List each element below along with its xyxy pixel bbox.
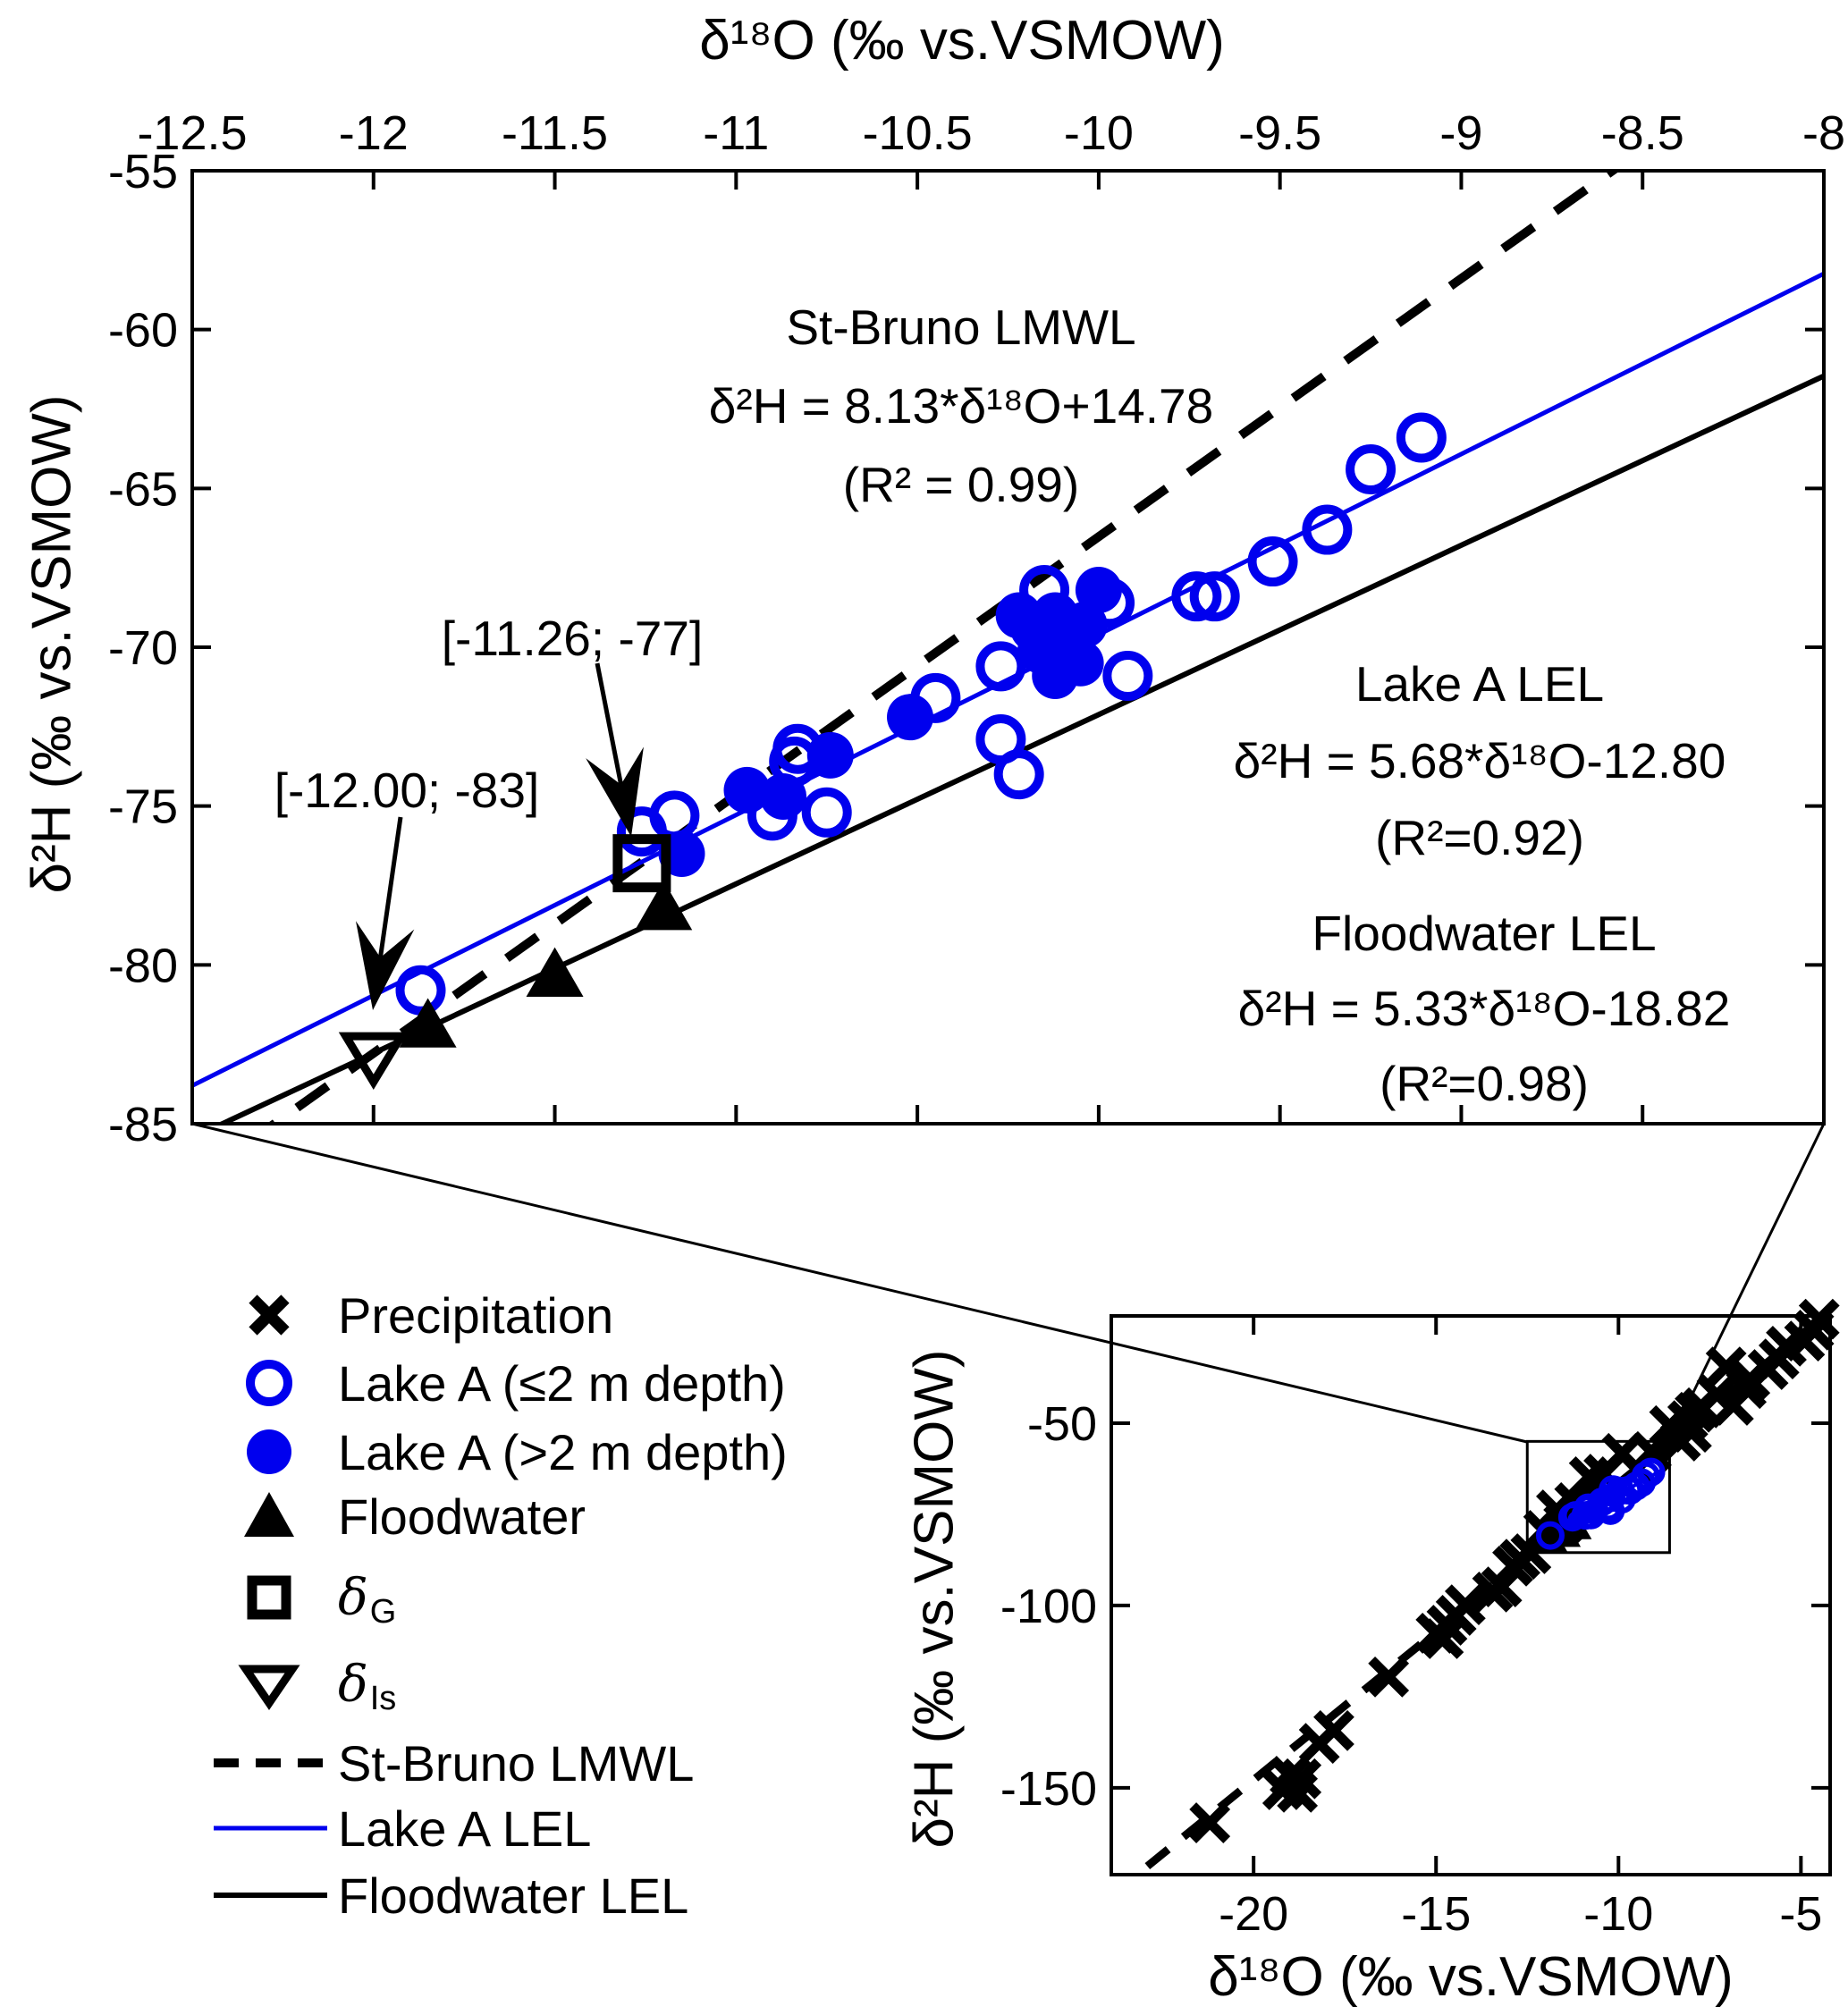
legend-label-subscript: Is [369,1679,397,1717]
main-y-axis-title: δ²H (‰ vs.VSMOW) [21,394,83,894]
main-y-tick-label: -60 [108,304,178,358]
inset-y-tick-label: -100 [1000,1580,1097,1633]
annotation-line: St-Bruno LMWL [786,299,1136,355]
main-x-tick-label: -12 [339,106,409,160]
main-series--is [338,1032,409,1090]
annotation-floodwater-lel: Floodwater LEL δ²H = 5.33*δ¹⁸O-18.82 (R²… [1127,896,1842,1121]
legend-item-lake-a-shallow: Lake A (≤2 m depth) [210,1354,786,1412]
legend-label: δ [338,1568,368,1627]
main-x-tick-label: -11.5 [502,106,608,160]
open-inverted-triangle-icon [210,1657,331,1712]
filled-triangle-icon [210,1488,331,1544]
legend-label: Floodwater [338,1488,586,1545]
main-y-tick-label: -70 [108,621,178,675]
inset-plot: -20 -15 -10 -5 -50 -100 -150 [1000,1298,1840,1941]
annotation-line: (R²=0.92) [1375,810,1584,865]
callout-delta-g-coordinates: [-11.26; -77] [441,611,704,666]
main-y-tick-label: -80 [108,939,178,992]
inset-y-tick-label: -50 [1027,1397,1097,1451]
dashed-line-icon [210,1735,331,1791]
main-y-tick-label: -75 [108,780,178,834]
inset-x-tick-label: -10 [1583,1887,1653,1941]
zoom-connector-line [191,1122,1528,1444]
main-plot: -12.5 -12 -11.5 -11 -10.5 -10 -9.5 -9 -8.5 -8 -55 -… [108,106,1845,1151]
legend-label: Lake A (>2 m depth) [338,1423,788,1480]
annotation-line: δ²H = 8.13*δ¹⁸O+14.78 [708,378,1214,434]
main-x-tick-label: -10.5 [863,106,973,160]
annotation-arrow [355,816,415,1010]
annotation-line: Lake A LEL [1354,656,1605,712]
main-x-tick-label: -12.5 [137,106,247,160]
legend-item-st-bruno-lmwl: St-Bruno LMWL [210,1734,695,1792]
legend-item-lake-a-lel-line: Lake A LEL [210,1800,592,1857]
annotation-line: (R² = 0.99) [842,457,1080,512]
main-series-floodwater [399,880,693,1048]
inset-x-tick-label: -15 [1401,1887,1471,1941]
legend-label: St-Bruno LMWL [338,1734,695,1792]
inset-ticks [1111,1316,1830,1875]
main-x-tick-label: -8 [1802,106,1845,160]
main-y-tick-label: -55 [108,145,178,198]
annotation-lake-a-lel: Lake A LEL δ²H = 5.68*δ¹⁸O-12.80 (R²=0.9… [1122,645,1837,876]
legend-label: Lake A LEL [338,1800,592,1857]
main-x-tick-label: -10 [1064,106,1134,160]
inset-series-precipitation [1189,1298,1840,1843]
legend-label: Precipitation [338,1286,614,1344]
main-y-tick-label: -85 [108,1098,178,1151]
inset-y-axis-title: δ²H (‰ vs.VSMOW) [903,1349,966,1849]
legend-label: δ [338,1655,368,1714]
main-x-tick-label: -11 [703,106,769,160]
inset-axes-box [1110,1314,1832,1876]
inset-x-axis-title: δ¹⁸O (‰ vs.VSMOW) [1208,1946,1734,2008]
annotation-line: (R²=0.98) [1380,1056,1589,1111]
legend-item-precipitation: Precipitation [210,1286,614,1344]
main-y-tick-label: -65 [108,462,178,516]
black-line-icon [210,1867,331,1923]
legend-item-floodwater: Floodwater [210,1488,586,1545]
filled-circle-icon [210,1424,331,1480]
legend-item-lake-a-deep: Lake A (>2 m depth) [210,1424,788,1480]
annotation-arrow [586,662,644,837]
main-series--g [612,834,671,893]
main-x-axis-title: δ¹⁸O (‰ vs.VSMOW) [699,10,1225,72]
legend-label: Lake A (≤2 m depth) [338,1354,786,1412]
inset-y-tick-label: -150 [1000,1762,1097,1816]
annotation-st-bruno-lmwl: St-Bruno LMWL δ²H = 8.13*δ¹⁸O+14.78 (R² … [559,288,1363,524]
main-tick-labels: -12.5 -12 -11.5 -11 -10.5 -10 -9.5 -9 -8.5 -8 -55 -… [108,106,1845,1151]
annotation-line: Floodwater LEL [1312,906,1657,961]
legend-item-floodwater-lel-line: Floodwater LEL [210,1867,689,1924]
inset-x-tick-label: -5 [1779,1887,1822,1941]
inset-series-lake-a-2-m-depth- [1535,1457,1666,1550]
annotation-line: δ²H = 5.33*δ¹⁸O-18.82 [1237,981,1731,1036]
blue-line-icon [210,1800,331,1856]
inset-line-st-bruno-lmwl [1130,1316,1830,1875]
main-series-lake-a-2-m-depth- [395,412,1447,1016]
inset-tick-labels: -20 -15 -10 -5 -50 -100 -150 [1000,1397,1822,1941]
x-marker-icon [210,1287,331,1343]
main-x-tick-label: -9 [1439,106,1482,160]
legend-label-subscript: G [369,1592,397,1631]
legend-item-delta-is: δ Is [210,1655,396,1717]
open-square-icon [210,1570,331,1625]
zoom-connector-line [1667,1123,1826,1443]
main-x-tick-label: -9.5 [1238,106,1321,160]
inset-x-tick-label: -20 [1219,1887,1288,1941]
main-x-tick-label: -8.5 [1601,106,1684,160]
callout-delta-is-coordinates: [-12.00; -83] [274,763,540,818]
inset-zoom-region-rect [1525,1439,1671,1555]
annotation-line: δ²H = 5.68*δ¹⁸O-12.80 [1233,733,1726,788]
main-line-lake-a-lel [192,271,1824,1088]
open-circle-icon [210,1355,331,1411]
legend-label: Floodwater LEL [338,1867,689,1924]
